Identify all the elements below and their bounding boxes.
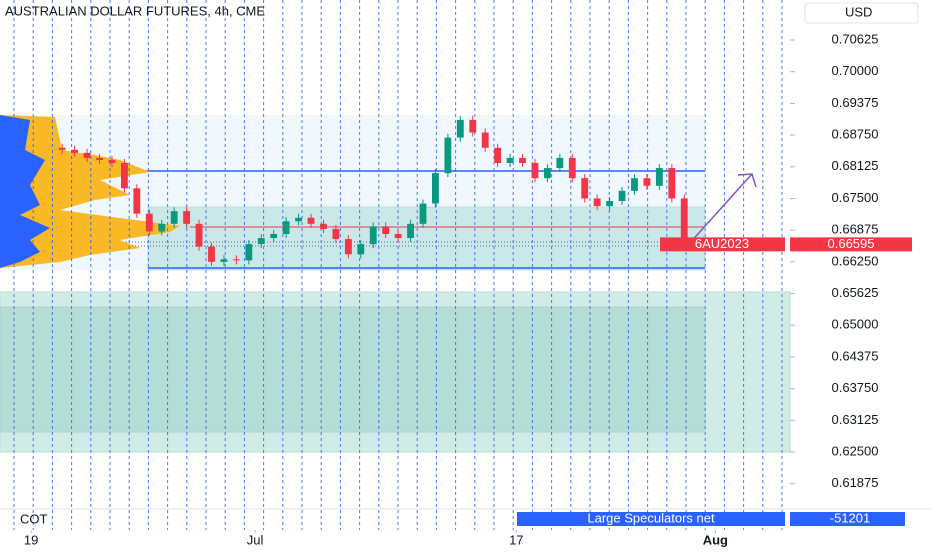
y-tick-label: 0.70625 xyxy=(832,31,879,46)
candle-body xyxy=(593,198,601,207)
currency: USD xyxy=(845,4,872,19)
candle-body xyxy=(344,239,352,255)
y-tick-label: 0.63750 xyxy=(832,380,879,395)
candle-body xyxy=(270,233,278,239)
candle-body xyxy=(282,221,290,234)
candle-body xyxy=(307,217,315,224)
candle-body xyxy=(133,188,141,214)
volume-profile xyxy=(0,115,50,268)
candle-body xyxy=(419,203,427,224)
candle-body xyxy=(668,168,676,199)
candle-body xyxy=(394,233,402,239)
projection-arrow xyxy=(687,173,753,246)
y-tick-label: 0.65625 xyxy=(832,285,879,300)
lower-inner-zone xyxy=(0,306,706,433)
candle-body xyxy=(96,157,103,160)
indicator-name: COT xyxy=(20,511,48,526)
candle-body xyxy=(444,137,452,174)
y-tick-label: 0.61875 xyxy=(832,475,879,490)
x-tick-label: Aug xyxy=(703,532,728,547)
y-tick-label: 0.65000 xyxy=(832,317,879,332)
candle-body xyxy=(506,157,514,163)
candle-body xyxy=(631,178,638,191)
candle-body xyxy=(183,211,191,224)
candle-body xyxy=(332,228,340,240)
indicator-value-box xyxy=(790,512,905,526)
candle-body xyxy=(519,157,526,163)
y-tick-label: 0.66250 xyxy=(832,253,879,268)
candle-body xyxy=(108,159,116,163)
last-price: 0.66595 xyxy=(828,236,875,251)
y-tick-label: 0.66875 xyxy=(832,222,879,237)
candle-body xyxy=(232,259,240,261)
y-tick-label: 0.68125 xyxy=(832,158,879,173)
candle-body xyxy=(432,173,439,204)
candle-body xyxy=(220,259,228,262)
candle-body xyxy=(643,178,651,186)
x-tick-label: 17 xyxy=(509,532,523,547)
candle-body xyxy=(469,119,477,133)
candle-body xyxy=(456,119,464,138)
candle-body xyxy=(543,168,551,179)
candle-body xyxy=(382,226,390,234)
indicator-label: Large Speculators net xyxy=(587,510,715,525)
candle-body xyxy=(369,226,377,245)
candle-body xyxy=(58,147,66,150)
candle-body xyxy=(208,246,215,262)
y-tick-label: 0.62500 xyxy=(832,443,879,458)
y-tick-label: 0.68750 xyxy=(832,127,879,142)
y-tick-label: 0.70000 xyxy=(832,63,879,78)
candle-body xyxy=(357,244,365,255)
candle-body xyxy=(295,217,303,222)
candle-body xyxy=(606,201,614,207)
session-lines xyxy=(13,0,783,530)
symbol: 6AU2023 xyxy=(695,236,749,251)
candle-body xyxy=(407,223,414,239)
y-tick-label: 0.67500 xyxy=(832,190,879,205)
indicator-value: -51201 xyxy=(830,510,870,525)
candle-body xyxy=(568,157,576,179)
demand-zone xyxy=(147,206,706,271)
candle-body xyxy=(83,152,91,158)
candle-body xyxy=(531,162,539,179)
candle-body xyxy=(581,178,589,199)
arrow-head xyxy=(737,173,757,188)
y-tick-label: 0.69375 xyxy=(832,95,879,110)
y-tick-label: 0.64375 xyxy=(832,348,879,363)
y-tick-label: 0.63125 xyxy=(832,412,879,427)
x-tick-label: Jul xyxy=(247,532,264,547)
candle-body xyxy=(195,223,203,247)
candle-body xyxy=(556,157,564,169)
candle-body xyxy=(494,147,502,163)
candle-body xyxy=(320,223,327,229)
drawings xyxy=(0,115,791,453)
price-tag xyxy=(790,237,912,252)
indicator-label-box xyxy=(517,512,785,526)
candle-body xyxy=(245,244,253,261)
candle-body xyxy=(158,223,166,232)
candle-body xyxy=(71,149,79,153)
chart-title: AUSTRALIAN DOLLAR FUTURES, 4h, CME xyxy=(5,3,265,18)
candle-body xyxy=(655,168,663,186)
candle-body xyxy=(120,162,128,189)
symbol-tag xyxy=(660,237,785,252)
x-tick-label: 19 xyxy=(24,532,38,547)
candle-body xyxy=(618,190,626,202)
currency-box xyxy=(804,2,919,24)
candle-body xyxy=(145,213,153,232)
candle-body xyxy=(170,211,178,224)
candle-body xyxy=(257,238,265,245)
candle-body xyxy=(481,132,489,148)
candle-body xyxy=(680,198,688,245)
